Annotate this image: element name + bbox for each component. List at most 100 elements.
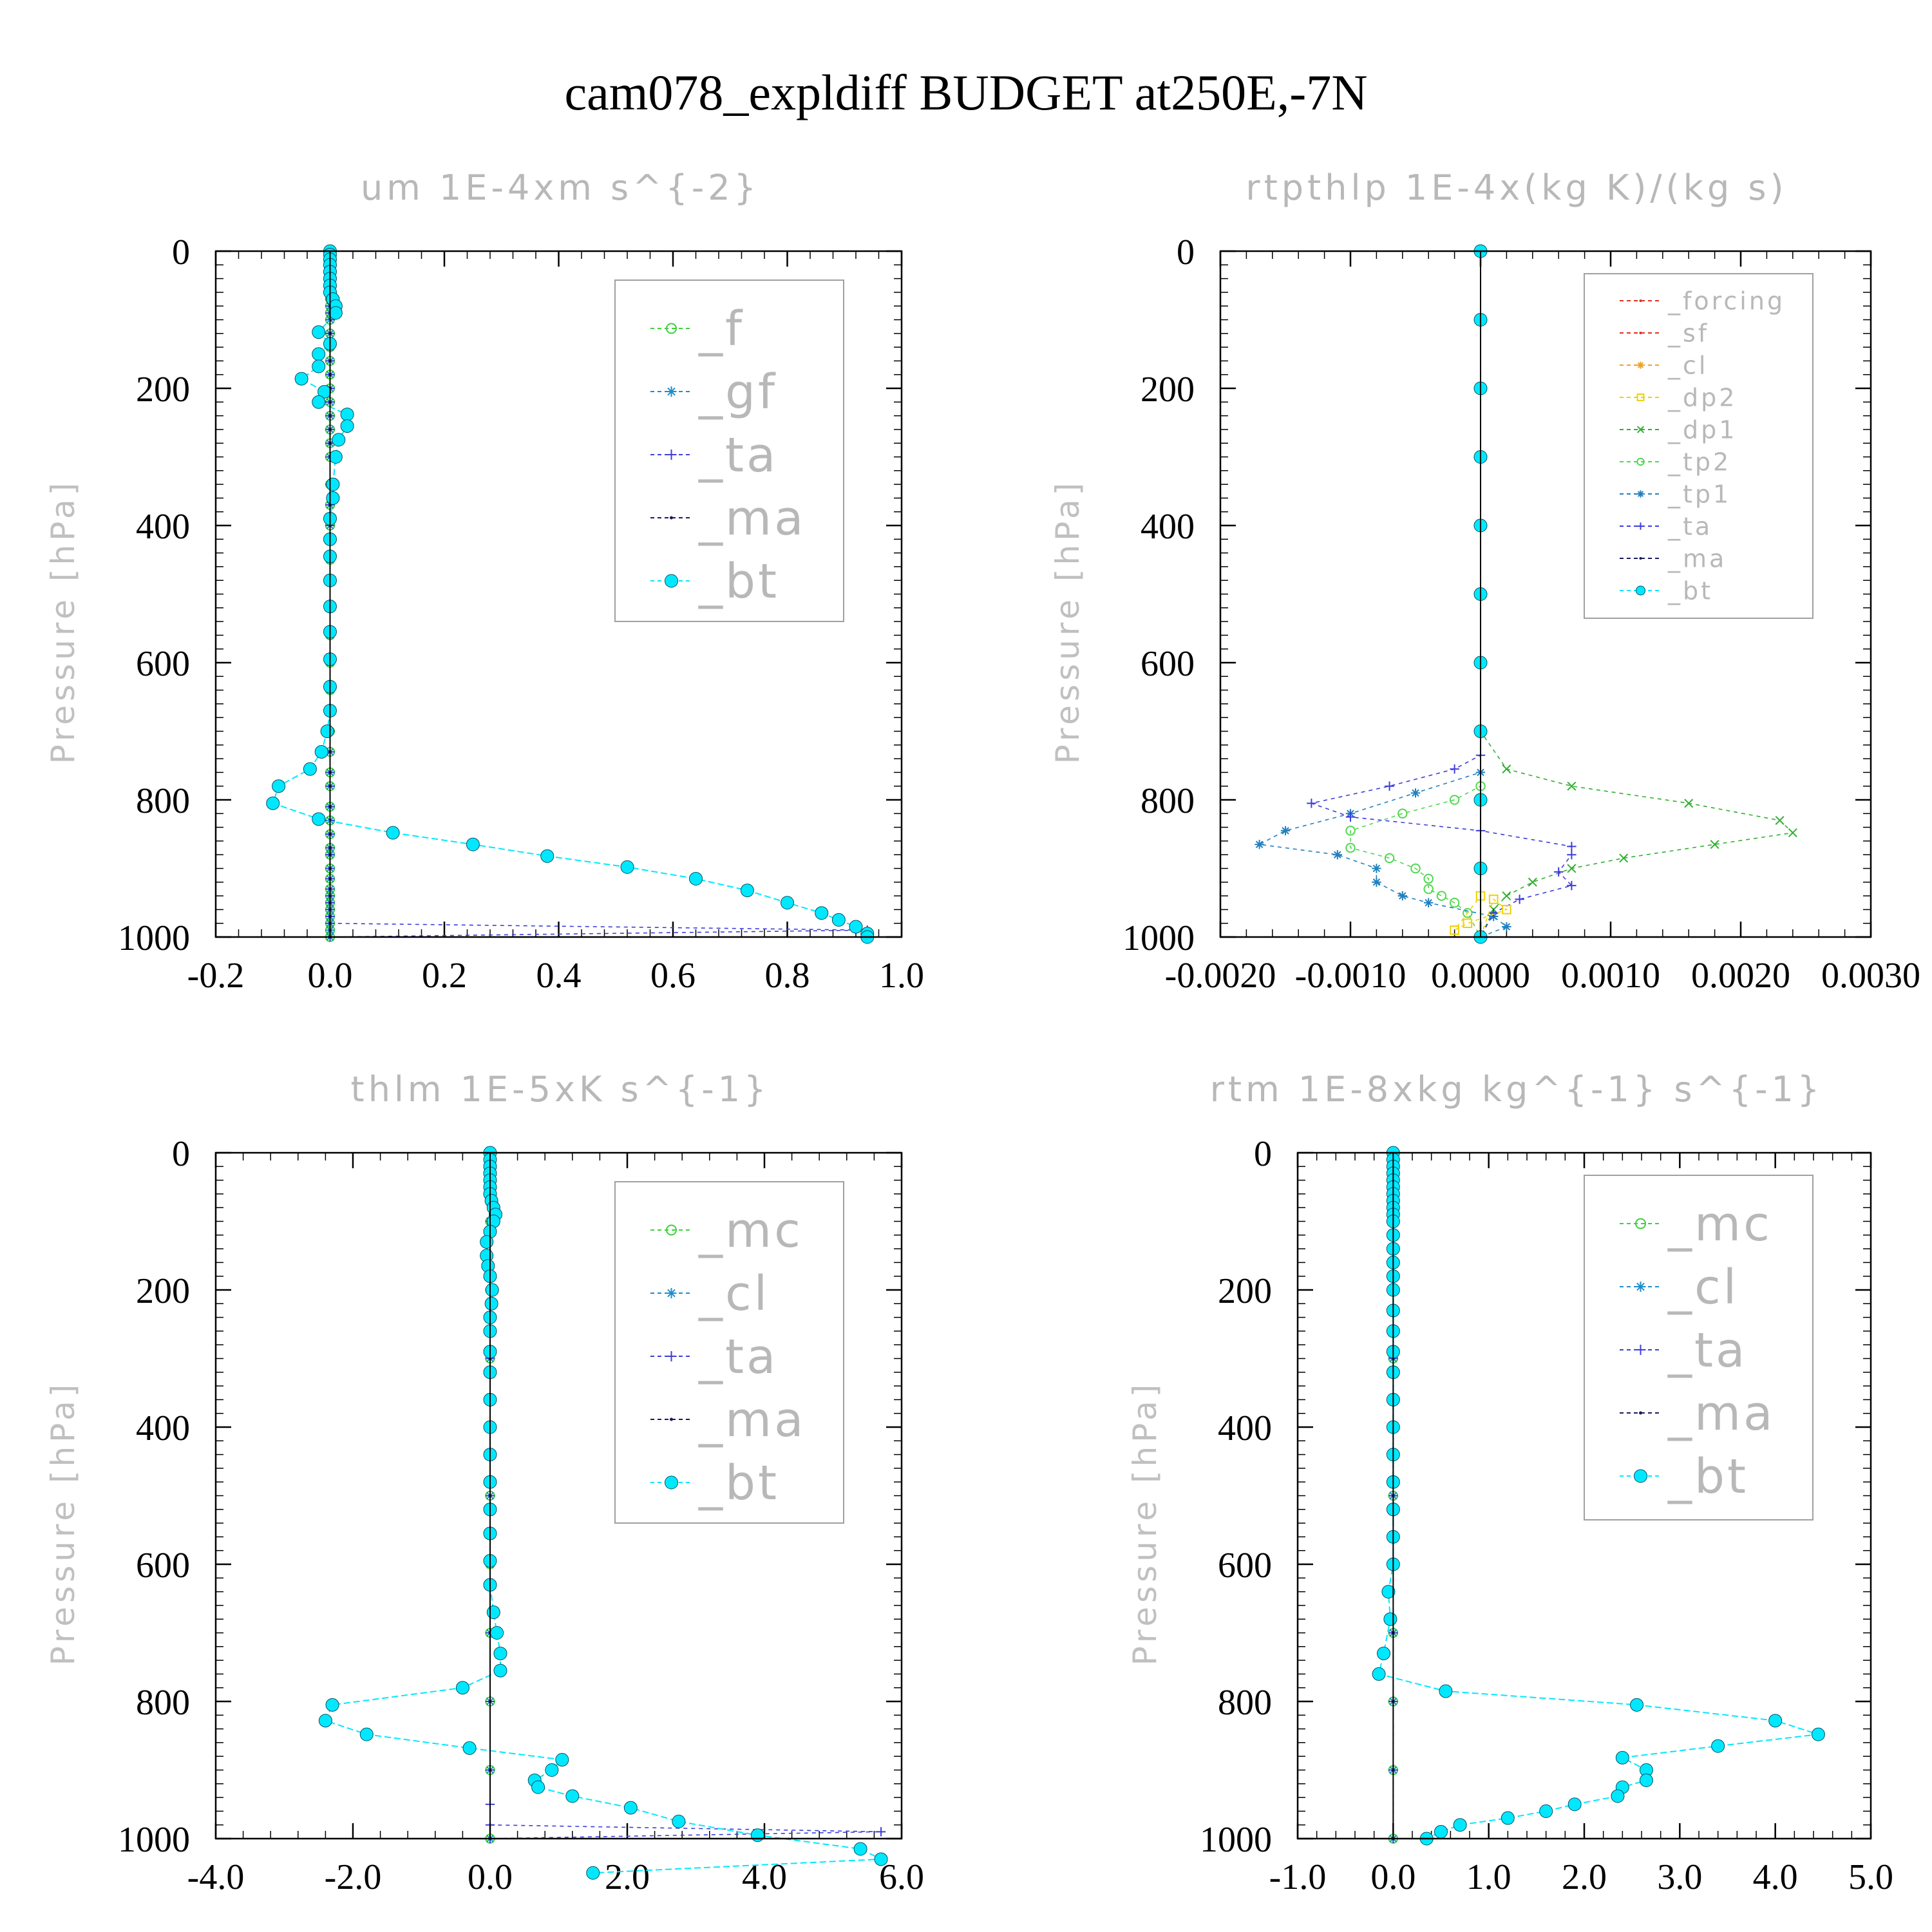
data-point-bt xyxy=(332,433,346,447)
x-tick-label: 0.0020 xyxy=(1691,956,1790,996)
data-point-bt xyxy=(1615,1750,1629,1765)
data-point-bt xyxy=(1434,1824,1448,1839)
data-point-dp1 xyxy=(1502,891,1511,901)
y-axis-label: Pressure [hPa] xyxy=(1126,1381,1164,1666)
data-point-dp1 xyxy=(1502,764,1511,774)
legend-label: _cl xyxy=(1667,351,1708,379)
data-point-dp2 xyxy=(1463,918,1473,929)
data-point-bt xyxy=(325,1698,339,1712)
panel-title: um 1E-4xm s^{-2} xyxy=(361,167,760,208)
legend-marker-bt xyxy=(665,574,678,588)
series-line-bt xyxy=(325,1153,884,1874)
minor-ticks xyxy=(1220,251,1871,938)
series-line-ta xyxy=(1309,251,1573,938)
x-tick-label: 0.0030 xyxy=(1821,956,1920,996)
series-line-dp1 xyxy=(1480,251,1794,938)
series-group xyxy=(1255,244,1797,944)
data-point-bt xyxy=(1711,1739,1725,1753)
panel-1: um 1E-4xm s^{-2} Pressure [hPa] -0.2 0.0 0.2… xyxy=(44,167,924,996)
legend-marker-forcing xyxy=(1639,299,1642,302)
data-point-bt xyxy=(1768,1714,1783,1728)
x-tick-label: 4.0 xyxy=(742,1857,787,1897)
panels: um 1E-4xm s^{-2} Pressure [hPa] -0.2 0.0 0.2… xyxy=(44,167,1920,1897)
data-point-ta xyxy=(1567,850,1577,860)
legend-marker-ma xyxy=(670,1417,673,1421)
data-point-bt xyxy=(874,1852,888,1866)
data-point-ta xyxy=(1385,781,1394,791)
data-point-dp1 xyxy=(1788,828,1797,838)
legend-marker-cl xyxy=(1635,1282,1646,1292)
data-point-bt xyxy=(750,1828,764,1842)
legend-label: _forcing xyxy=(1667,287,1785,315)
panel-4: rtm 1E-8xkg kg^{-1} s^{-1} Pressure [hPa]… xyxy=(1126,1069,1893,1897)
x-tick-label: 3.0 xyxy=(1657,1857,1702,1897)
series-line-ta xyxy=(489,1153,882,1839)
data-point-bt xyxy=(1377,1646,1390,1660)
legend-label: _bt xyxy=(1667,1449,1748,1504)
data-point-bt xyxy=(815,906,829,920)
data-point-dp2 xyxy=(1450,925,1459,935)
data-point-bt xyxy=(466,837,480,851)
x-tick-label: 0.8 xyxy=(765,956,810,996)
data-point-bt xyxy=(540,849,554,863)
y-tick-label: 200 xyxy=(1218,1271,1272,1311)
data-point-bt xyxy=(462,1741,477,1755)
data-point-bt xyxy=(565,1789,580,1803)
data-point-dp1 xyxy=(1684,799,1694,808)
legend-marker-ma xyxy=(670,516,673,520)
y-tick-label: 0 xyxy=(172,232,190,272)
data-point-tp2 xyxy=(1345,842,1356,853)
data-point-bt xyxy=(312,347,326,361)
data-point-bt xyxy=(1372,1667,1386,1681)
legend-box xyxy=(1584,1175,1814,1520)
data-point-tp2 xyxy=(1463,907,1473,918)
data-point-dp1 xyxy=(1528,877,1537,887)
data-point-ta xyxy=(1554,867,1564,877)
legend-marker-ta xyxy=(1636,522,1645,530)
legend-marker-ta xyxy=(1635,1345,1646,1355)
legend-marker-gf xyxy=(666,386,677,397)
data-point-dp1 xyxy=(1567,864,1577,873)
data-point-bt xyxy=(1381,1585,1396,1599)
data-point-bt xyxy=(493,1646,507,1660)
legend-marker-ma xyxy=(1639,1411,1642,1415)
y-tick-label: 600 xyxy=(1218,1546,1272,1586)
data-point-bt xyxy=(740,884,754,898)
data-point-bt xyxy=(1611,1789,1625,1803)
minor-ticks xyxy=(215,1152,902,1839)
data-point-tp1 xyxy=(1332,850,1342,860)
data-point-ta xyxy=(1345,812,1356,822)
legend-label: _ma xyxy=(698,491,806,546)
x-tick-label: 1.0 xyxy=(879,956,924,996)
legend-label: _bt xyxy=(698,1455,779,1511)
legend-label: _cl xyxy=(698,1266,770,1321)
legend: _mc _cl _ta _ma _bt xyxy=(1584,1175,1814,1520)
data-point-bt xyxy=(555,1753,569,1767)
data-point-tp1 xyxy=(1502,922,1511,932)
data-point-bt xyxy=(853,1842,867,1856)
data-point-tp2 xyxy=(1423,873,1434,884)
data-point-bt xyxy=(326,477,340,491)
x-tick-label: 2.0 xyxy=(1562,1857,1607,1897)
data-point-tp1 xyxy=(1424,898,1434,907)
y-tick-label: 800 xyxy=(136,781,190,821)
legend-marker-cl xyxy=(1636,361,1645,369)
legend: _forcing _sf _cl _dp2 _dp1 _tp2 _tp1 _ta _ma _bt xyxy=(1584,273,1814,619)
data-point-tp1 xyxy=(1410,788,1421,798)
data-point-ta xyxy=(1567,880,1577,891)
legend-marker-ta xyxy=(666,450,677,460)
legend-label: _bt xyxy=(1667,576,1713,605)
legend-label: _ta xyxy=(698,1329,778,1385)
y-tick-label: 1000 xyxy=(1200,1820,1272,1860)
data-point-bt xyxy=(294,372,308,386)
legend-label: _gf xyxy=(698,365,777,420)
y-tick-label: 200 xyxy=(1141,370,1195,410)
legend-marker-bt xyxy=(665,1475,678,1490)
data-point-bt xyxy=(1383,1612,1397,1626)
data-point-tp2 xyxy=(1423,884,1434,895)
data-point-bt xyxy=(266,796,280,810)
panel-title: rtm 1E-8xkg kg^{-1} s^{-1} xyxy=(1210,1069,1824,1110)
x-tick-label: -0.0010 xyxy=(1295,956,1406,996)
data-point-bt xyxy=(484,1296,498,1311)
y-tick-label: 400 xyxy=(1218,1408,1272,1448)
